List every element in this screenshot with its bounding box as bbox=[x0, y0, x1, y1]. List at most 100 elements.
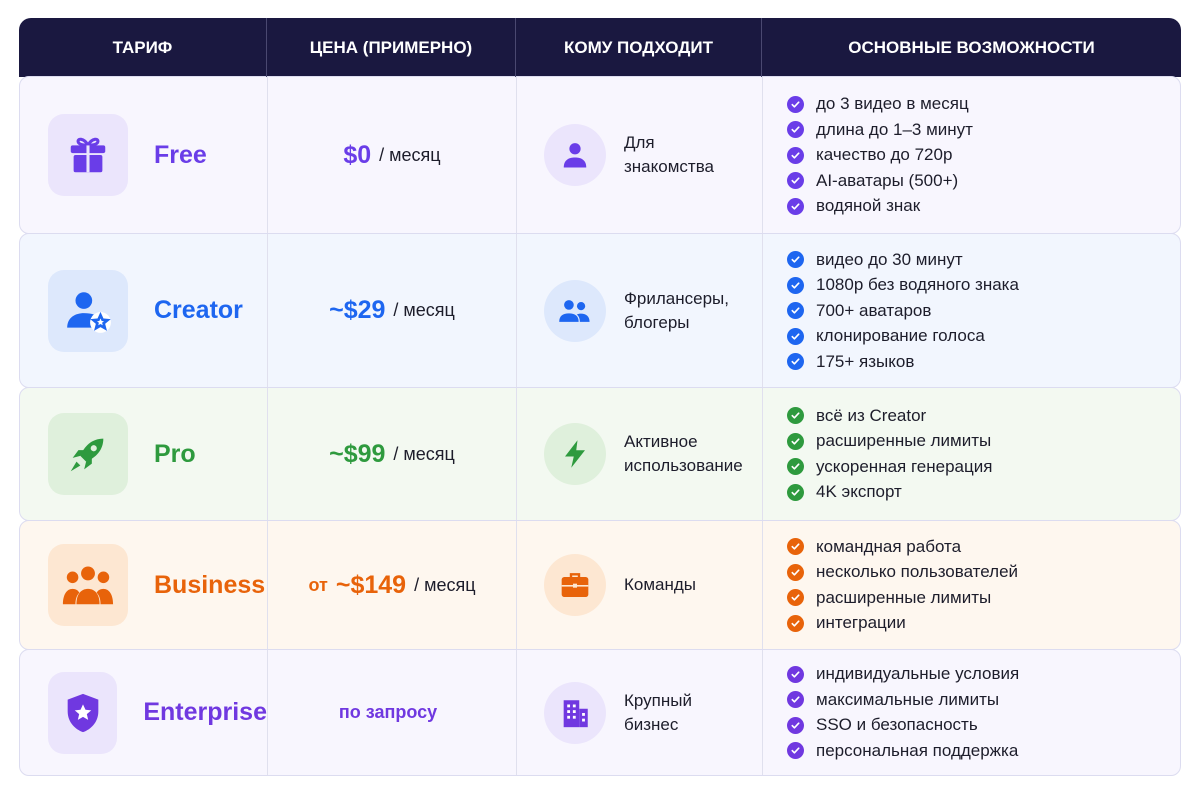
plan-name: Free bbox=[154, 140, 207, 169]
feature-text: AI-аватары (500+) bbox=[816, 170, 959, 190]
plan-row-creator: Creator ~$29/ месяц Фрилансеры, блогеры … bbox=[19, 233, 1181, 388]
plan-cell: Enterprise bbox=[20, 650, 268, 775]
price-period: / месяц bbox=[414, 574, 476, 595]
lightning-icon bbox=[544, 423, 606, 485]
feature-text: качество до 720p bbox=[816, 145, 953, 164]
feature-item: несколько пользователей bbox=[787, 560, 1018, 586]
feature-text: несколько пользователей bbox=[816, 562, 1019, 582]
check-icon bbox=[787, 302, 804, 319]
feature-item: индивидуальные условия bbox=[787, 662, 1019, 688]
feature-text: водяной знак bbox=[816, 196, 921, 215]
price-value: $0 bbox=[343, 140, 372, 169]
feature-text: расширенные лимиты bbox=[816, 431, 992, 451]
team-icon bbox=[48, 544, 128, 626]
feature-item: длина до 1–3 минут bbox=[787, 117, 973, 143]
feature-item: 175+ языков bbox=[787, 349, 1019, 375]
feature-text: ускоренная генерация bbox=[816, 456, 993, 476]
plan-row-enterprise: Enterprise по запросу Крупный бизнес инд… bbox=[19, 649, 1181, 776]
check-icon bbox=[787, 172, 804, 189]
feature-text: 700+ аватаров bbox=[816, 300, 932, 320]
feature-text: максимальные лимиты bbox=[816, 689, 1000, 709]
briefcase-icon bbox=[544, 554, 606, 616]
feature-text: до 3 видео в месяц bbox=[816, 94, 969, 113]
price-value: ~$29 bbox=[329, 296, 386, 324]
plan-cell: Business bbox=[20, 521, 268, 649]
check-icon bbox=[787, 407, 804, 425]
check-icon bbox=[787, 146, 804, 164]
features-cell: до 3 видео в месяц длина до 1–3 минут каче… bbox=[763, 77, 1182, 233]
check-icon bbox=[787, 327, 804, 345]
audience-cell: Фрилансеры, блогеры bbox=[517, 234, 763, 387]
header-features: ОСНОВНЫЕ ВОЗМОЖНОСТИ bbox=[848, 37, 1095, 57]
price-cell: $0 / месяц bbox=[268, 77, 517, 233]
audience-text: Фрилансеры, блогеры bbox=[624, 288, 729, 332]
check-icon bbox=[787, 563, 804, 581]
check-icon bbox=[787, 589, 804, 607]
feature-text: 1080p без водяного знака bbox=[816, 275, 1019, 294]
check-icon bbox=[787, 458, 804, 476]
features-cell: индивидуальные условия максимальные лимит… bbox=[763, 650, 1182, 775]
audience-cell: Команды bbox=[517, 521, 763, 649]
table-header: ТАРИФ ЦЕНА (ПРИМЕРНО) КОМУ ПОДХОДИТ ОСНО… bbox=[19, 18, 1181, 77]
features-cell: командная работа несколько пользователей р… bbox=[763, 521, 1182, 649]
check-icon bbox=[787, 251, 804, 268]
feature-item: расширенные лимиты bbox=[787, 585, 1018, 611]
feature-text: интеграции bbox=[816, 613, 906, 633]
audience-text: Активное использование bbox=[624, 432, 743, 475]
feature-item: водяной знак bbox=[787, 193, 973, 219]
shield-star-icon bbox=[48, 671, 118, 754]
plan-name: Business bbox=[154, 570, 266, 599]
feature-text: 175+ языков bbox=[816, 351, 915, 371]
feature-text: расширенные лимиты bbox=[816, 587, 992, 607]
audience-text: Крупный бизнес bbox=[624, 690, 692, 734]
feature-item: всё из Creator bbox=[787, 403, 992, 429]
feature-text: SSO и безопасность bbox=[816, 715, 978, 735]
gift-icon bbox=[48, 114, 128, 196]
audience-cell: Крупный бизнес bbox=[517, 650, 763, 775]
building-icon bbox=[544, 681, 606, 744]
price-prefix: от bbox=[308, 574, 328, 595]
check-icon bbox=[787, 538, 804, 556]
plan-cell: Free bbox=[20, 77, 268, 233]
feature-text: видео до 30 минут bbox=[816, 249, 963, 269]
plan-cell: Pro bbox=[20, 388, 268, 520]
price-period: / месяц bbox=[379, 144, 441, 165]
check-icon bbox=[787, 483, 804, 501]
price-value: по запросу bbox=[338, 702, 438, 722]
plan-name: Creator bbox=[154, 296, 243, 324]
feature-item: расширенные лимиты bbox=[787, 429, 992, 455]
audience-cell: Активное использование bbox=[517, 388, 763, 520]
feature-text: персональная поддержка bbox=[816, 740, 1019, 760]
feature-text: клонирование голоса bbox=[816, 326, 985, 345]
check-icon bbox=[787, 276, 804, 294]
feature-text: всё из Creator bbox=[816, 405, 927, 425]
price-value: ~$99 bbox=[329, 439, 386, 468]
feature-item: интеграции bbox=[787, 611, 1018, 637]
price-cell: ~$29 / месяц bbox=[268, 234, 517, 387]
check-icon bbox=[787, 353, 804, 370]
feature-item: командная работа bbox=[787, 534, 1018, 560]
audience-text: Команды bbox=[624, 575, 697, 594]
price-cell: от ~$149 / месяц bbox=[268, 521, 517, 649]
feature-text: 4K экспорт bbox=[816, 482, 902, 502]
check-icon bbox=[787, 197, 804, 215]
plan-name: Pro bbox=[154, 439, 196, 468]
feature-item: видео до 30 минут bbox=[787, 247, 1019, 273]
feature-item: качество до 720p bbox=[787, 142, 973, 168]
price-period: / месяц bbox=[393, 443, 455, 464]
check-icon bbox=[787, 432, 804, 450]
features-cell: видео до 30 минут 1080p без водяного знак… bbox=[763, 234, 1182, 387]
price-period: / месяц bbox=[393, 300, 455, 320]
plan-row-free: Free $0 / месяц Для знакомства до 3 видео… bbox=[19, 76, 1181, 234]
check-icon bbox=[787, 716, 804, 734]
feature-item: SSO и безопасность bbox=[787, 713, 1019, 739]
feature-text: длина до 1–3 минут bbox=[816, 119, 973, 139]
plan-cell: Creator bbox=[20, 234, 268, 387]
check-icon bbox=[787, 95, 804, 113]
plan-row-business: Business от ~$149 / месяц Команды командна… bbox=[19, 520, 1181, 650]
rocket-icon bbox=[48, 413, 128, 495]
price-cell: по запросу bbox=[268, 650, 517, 775]
header-price: ЦЕНА (ПРИМЕРНО) bbox=[267, 18, 516, 77]
price-cell: ~$99 / месяц bbox=[268, 388, 517, 520]
users-icon bbox=[544, 279, 606, 342]
